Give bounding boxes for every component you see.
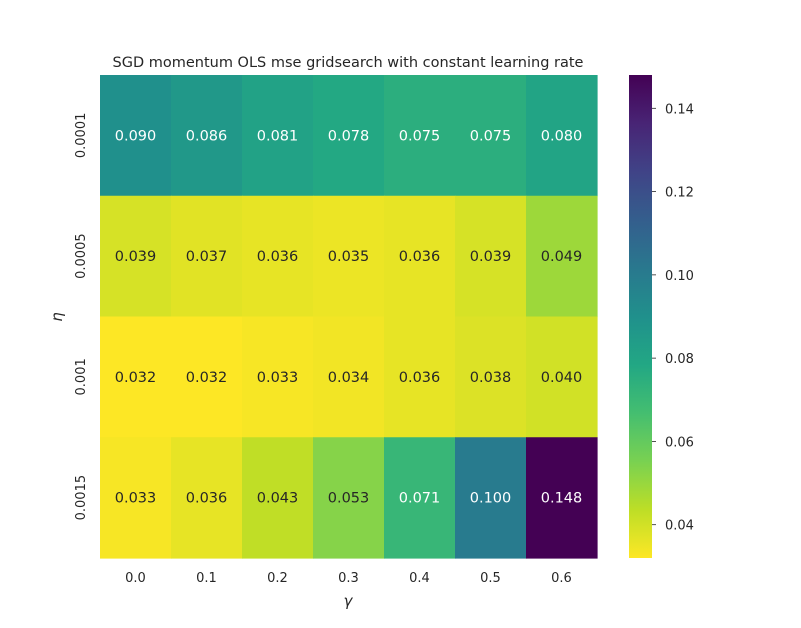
- cell-value-label: 0.148: [541, 491, 583, 507]
- heatmap-cell: [242, 437, 314, 559]
- x-tick-label: 0.2: [267, 571, 288, 586]
- cell-value-label: 0.039: [470, 249, 512, 265]
- y-tick-labels: 0.0001 0.0005 0.001 0.0015: [74, 113, 89, 521]
- x-tick-label: 0.0: [125, 571, 146, 586]
- cell-value-label: 0.043: [257, 491, 299, 507]
- heatmap-cells: [100, 75, 598, 559]
- x-tick-label: 0.1: [196, 571, 217, 586]
- cell-value-label: 0.081: [257, 128, 299, 144]
- x-axis-label: γ: [344, 592, 354, 610]
- cell-value-label: 0.086: [186, 128, 228, 144]
- cell-value-label: 0.033: [115, 491, 157, 507]
- x-tick-label: 0.6: [551, 571, 572, 586]
- cell-value-label: 0.071: [399, 491, 441, 507]
- heatmap-cell: [313, 75, 385, 197]
- cell-value-label: 0.100: [470, 491, 512, 507]
- y-tick-label: 0.0001: [74, 113, 89, 159]
- heatmap-cell: [242, 195, 314, 318]
- y-tick-label: 0.0015: [74, 475, 89, 521]
- heatmap-cell: [313, 316, 385, 438]
- heatmap-cell: [526, 437, 598, 559]
- heatmap-cell: [526, 195, 598, 318]
- heatmap-cell: [384, 75, 456, 197]
- cell-value-label: 0.049: [541, 249, 583, 265]
- y-tick-label: 0.0005: [74, 233, 89, 279]
- cell-value-label: 0.053: [328, 491, 370, 507]
- heatmap-cell: [384, 195, 456, 318]
- heatmap-cell: [526, 316, 598, 438]
- colorbar-tick-label: 0.06: [665, 435, 694, 450]
- cell-value-label: 0.035: [328, 249, 370, 265]
- cell-value-label: 0.039: [115, 249, 157, 265]
- heatmap-cell: [100, 195, 172, 318]
- colorbar-tick-label: 0.10: [665, 269, 694, 284]
- heatmap-cell: [171, 316, 243, 438]
- heatmap-cell: [455, 195, 527, 318]
- cell-value-label: 0.080: [541, 128, 583, 144]
- cell-value-label: 0.032: [115, 370, 157, 386]
- x-tick-labels: 0.0 0.1 0.2 0.3 0.4 0.5 0.6: [125, 571, 572, 586]
- heatmap-cell: [100, 316, 172, 438]
- cell-value-label: 0.036: [186, 491, 228, 507]
- heatmap-cell: [384, 316, 456, 438]
- heatmap-cell: [100, 75, 172, 197]
- heatmap-cell: [313, 195, 385, 318]
- heatmap-cell: [171, 195, 243, 318]
- x-tick-label: 0.5: [480, 571, 501, 586]
- heatmap-cell: [171, 437, 243, 559]
- cell-value-label: 0.033: [257, 370, 299, 386]
- cell-value-label: 0.075: [399, 128, 441, 144]
- cell-value-label: 0.040: [541, 370, 583, 386]
- heatmap-cell: [242, 75, 314, 197]
- cell-value-label: 0.090: [115, 128, 157, 144]
- chart-title: SGD momentum OLS mse gridsearch with con…: [113, 55, 584, 71]
- cell-value-label: 0.032: [186, 370, 228, 386]
- colorbar-ticks: 0.04 0.06 0.08 0.10 0.12 0.14: [652, 102, 694, 534]
- cell-value-label: 0.036: [257, 249, 299, 265]
- colorbar-tick-label: 0.12: [665, 186, 694, 201]
- cell-value-label: 0.034: [328, 370, 370, 386]
- colorbar-tick-label: 0.04: [665, 519, 694, 534]
- cell-value-label: 0.036: [399, 249, 441, 265]
- cell-value-label: 0.037: [186, 249, 228, 265]
- cell-value-label: 0.075: [470, 128, 512, 144]
- heatmap-cell-labels: 0.090 0.086 0.081 0.078 0.075 0.075 0.080 0.039…: [115, 128, 583, 506]
- cell-value-label: 0.036: [399, 370, 441, 386]
- heatmap-cell: [455, 75, 527, 197]
- x-tick-label: 0.4: [409, 571, 430, 586]
- heatmap-cell: [526, 75, 598, 197]
- y-tick-label: 0.001: [74, 358, 89, 395]
- heatmap-cell: [313, 437, 385, 559]
- heatmap-cell: [171, 75, 243, 197]
- heatmap-cell: [100, 437, 172, 559]
- cell-value-label: 0.078: [328, 128, 370, 144]
- heatmap-cell: [384, 437, 456, 559]
- heatmap-cell: [455, 437, 527, 559]
- heatmap-cell: [455, 316, 527, 438]
- x-tick-label: 0.3: [338, 571, 359, 586]
- heatmap-cell: [242, 316, 314, 438]
- colorbar-tick-label: 0.14: [665, 102, 694, 117]
- colorbar-tick-label: 0.08: [665, 352, 694, 367]
- colorbar: [629, 75, 652, 558]
- cell-value-label: 0.038: [470, 370, 512, 386]
- y-axis-label: η: [48, 312, 66, 322]
